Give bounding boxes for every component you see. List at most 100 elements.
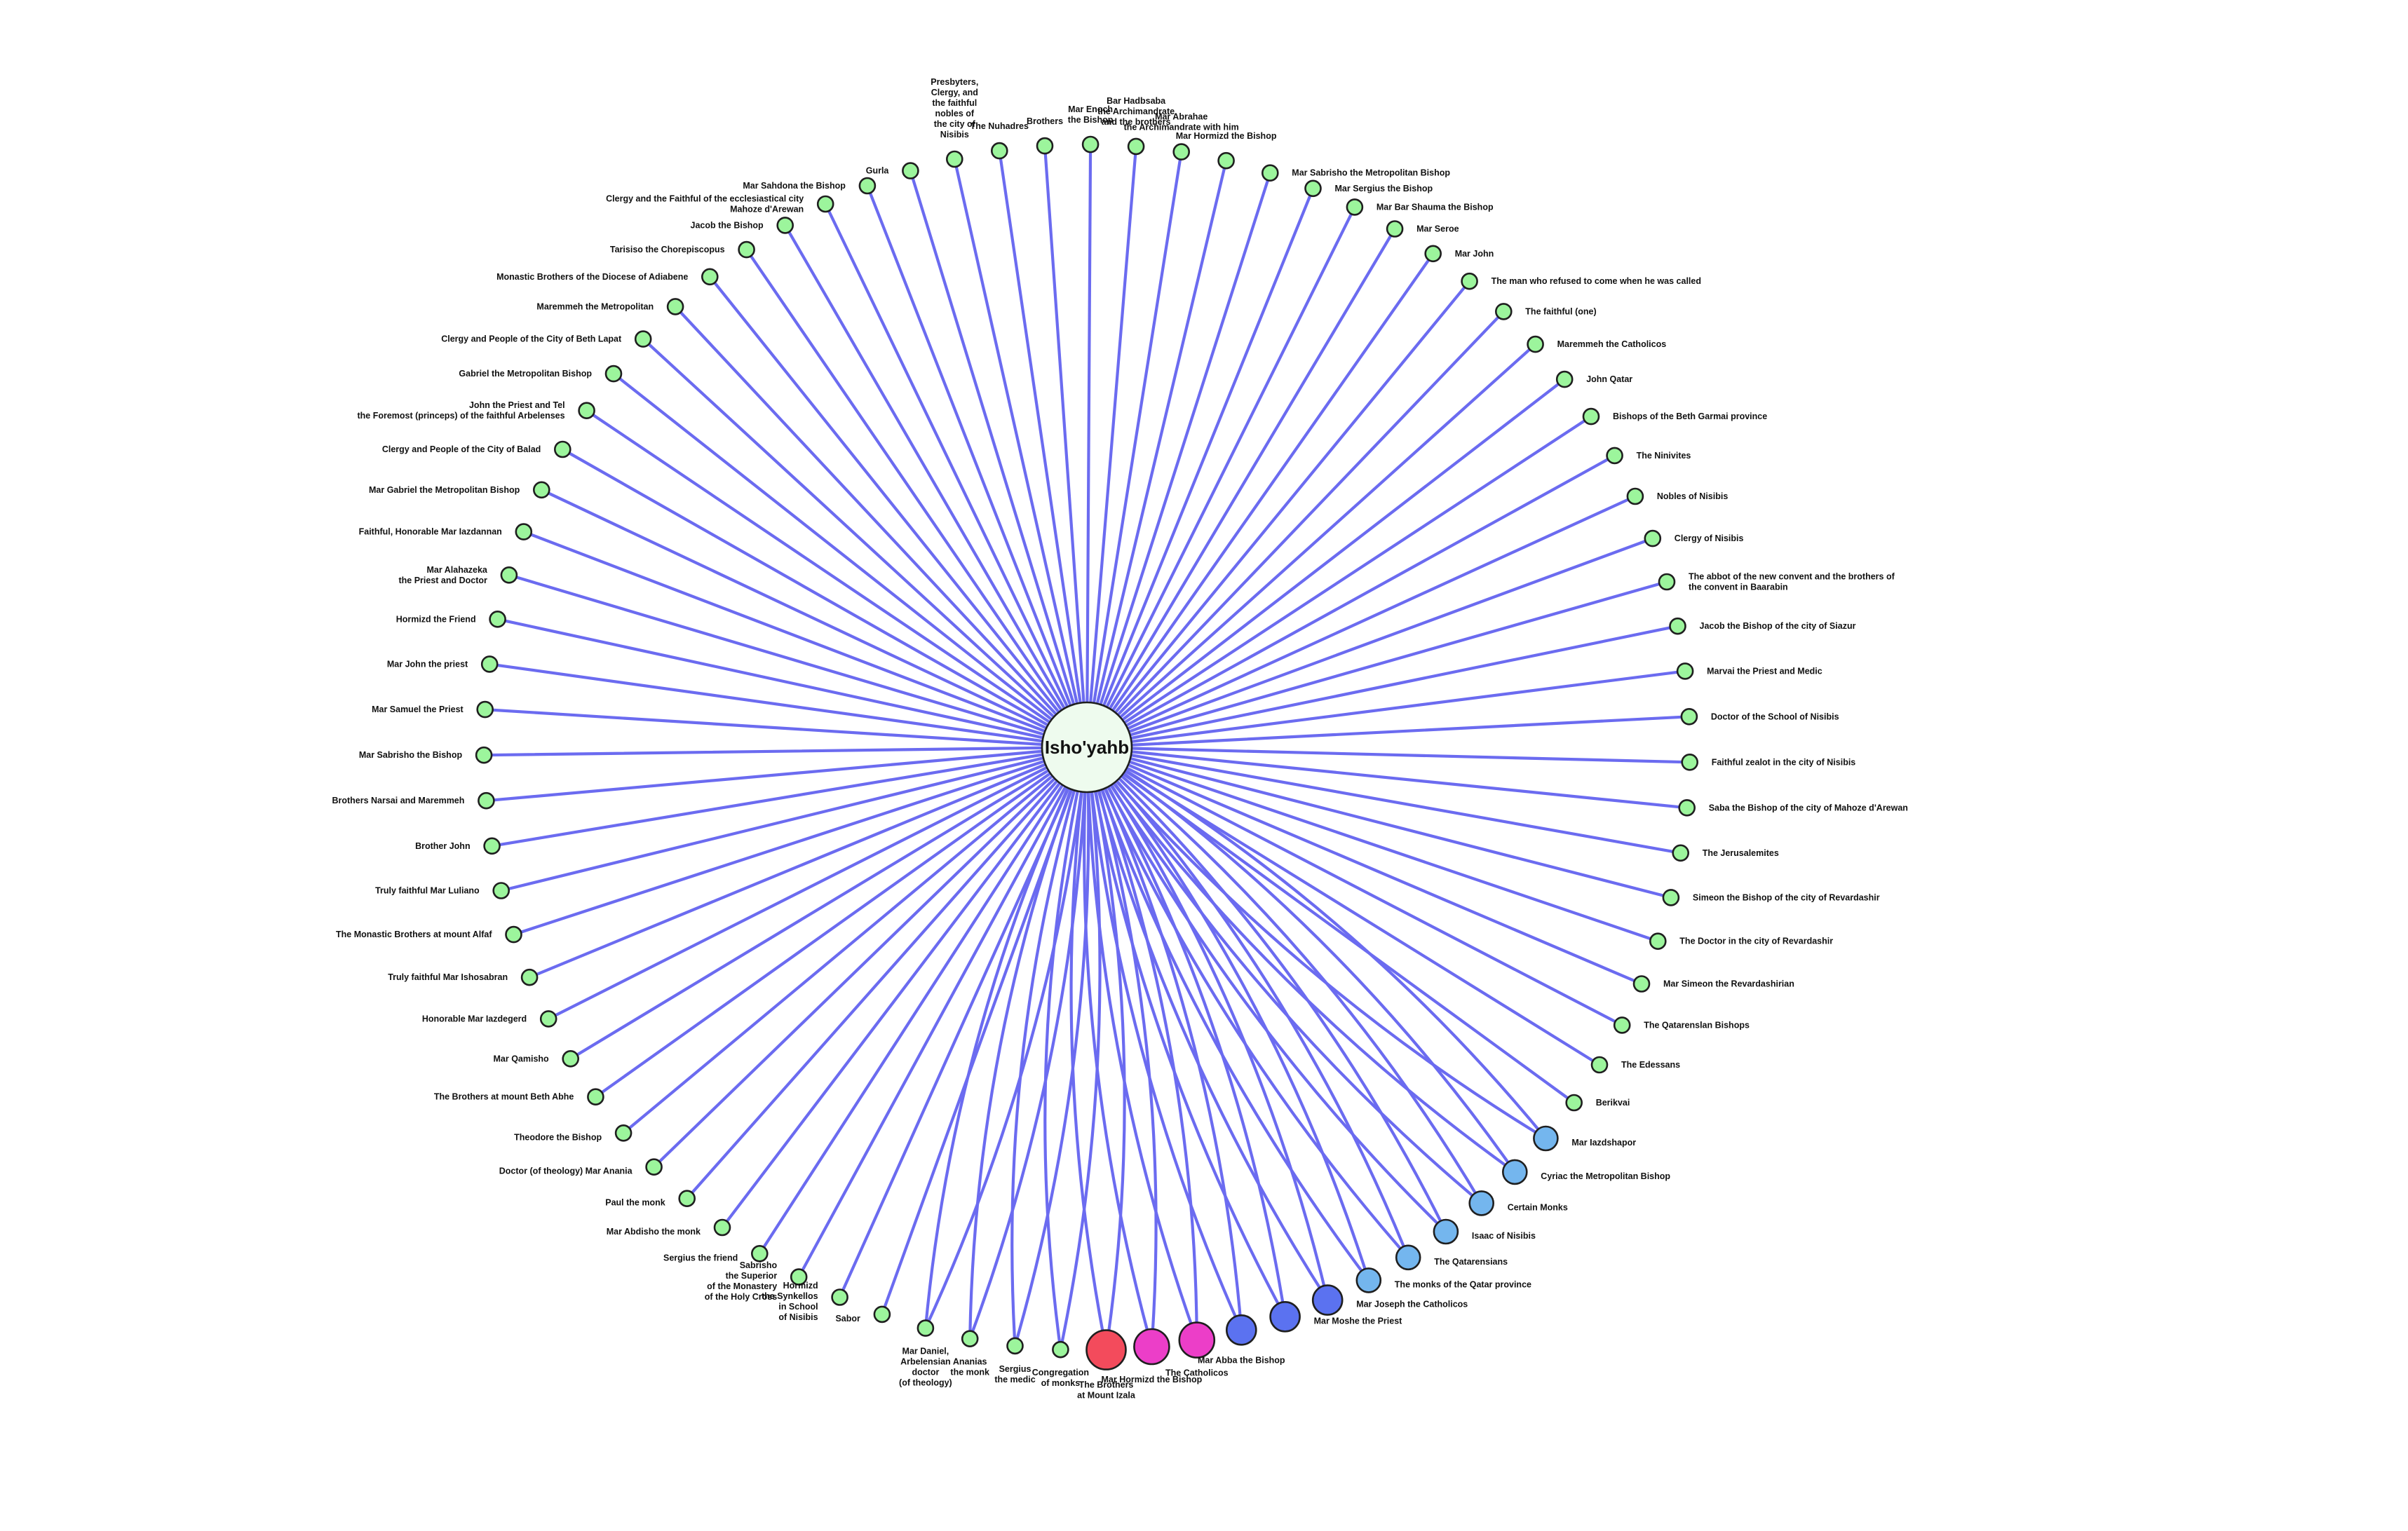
node-circle[interactable]: [1433, 1218, 1459, 1245]
node-circle[interactable]: [1658, 573, 1676, 591]
node-circle[interactable]: [1632, 975, 1651, 993]
node-circle[interactable]: [1226, 1314, 1257, 1346]
node-circle[interactable]: [1680, 707, 1698, 726]
node-circle[interactable]: [666, 298, 684, 315]
node-label: Truly faithful Mar Luliano: [375, 886, 480, 896]
node-circle[interactable]: [532, 481, 550, 499]
node-circle[interactable]: [1565, 1094, 1583, 1112]
node-circle[interactable]: [1386, 220, 1404, 238]
node-circle[interactable]: [946, 150, 963, 168]
node-circle[interactable]: [1533, 1125, 1559, 1152]
node-circle[interactable]: [515, 523, 533, 540]
node-circle[interactable]: [505, 925, 522, 944]
node-circle[interactable]: [873, 1305, 891, 1324]
node-circle[interactable]: [1346, 198, 1364, 216]
node-label-line: Mar Simeon the Revardashirian: [1663, 979, 1794, 989]
node-circle[interactable]: [1468, 1190, 1494, 1216]
node-circle[interactable]: [1678, 799, 1696, 817]
edge: [482, 745, 1089, 757]
node-circle[interactable]: [587, 1088, 604, 1105]
node-circle[interactable]: [1133, 1328, 1170, 1366]
node-circle[interactable]: [858, 177, 877, 195]
node-circle[interactable]: [476, 700, 494, 719]
node-circle[interactable]: [831, 1288, 848, 1306]
node-circle[interactable]: [614, 1124, 633, 1142]
node-circle[interactable]: [1606, 447, 1623, 465]
edge: [1085, 150, 1183, 749]
node-circle[interactable]: [1681, 754, 1698, 771]
node-circle[interactable]: [1304, 179, 1322, 198]
node-circle[interactable]: [1395, 1244, 1421, 1271]
node-circle[interactable]: [1590, 1056, 1609, 1074]
node-circle[interactable]: [1582, 407, 1600, 426]
node-circle[interactable]: [701, 268, 719, 286]
node-circle[interactable]: [1311, 1284, 1344, 1316]
edge: [512, 745, 1089, 937]
node-circle[interactable]: [1081, 135, 1100, 154]
node-circle[interactable]: [1676, 662, 1694, 680]
node-circle[interactable]: [1127, 137, 1145, 156]
node-circle[interactable]: [678, 1190, 696, 1207]
node-circle[interactable]: [480, 655, 499, 673]
node-circle[interactable]: [1217, 151, 1235, 170]
node-circle[interactable]: [1006, 1337, 1024, 1355]
node-circle[interactable]: [902, 162, 919, 179]
node-circle[interactable]: [1262, 164, 1279, 182]
node-circle[interactable]: [1649, 932, 1667, 950]
node-circle[interactable]: [1036, 137, 1054, 155]
node-circle[interactable]: [776, 217, 794, 234]
node-circle[interactable]: [634, 330, 652, 348]
node-circle[interactable]: [604, 365, 623, 383]
node-circle[interactable]: [1669, 617, 1686, 635]
node-circle[interactable]: [483, 837, 501, 855]
node-circle[interactable]: [1269, 1301, 1301, 1333]
node-label-line: Mar Sahdona the Bishop: [743, 181, 846, 191]
node-circle[interactable]: [916, 1319, 935, 1337]
edge: [1085, 227, 1397, 749]
node-circle[interactable]: [961, 1330, 979, 1347]
node-circle[interactable]: [1613, 1016, 1631, 1034]
node-circle[interactable]: [539, 1010, 557, 1028]
node-label-line: The abbot of the new convent and the bro…: [1689, 572, 1895, 582]
node-circle[interactable]: [790, 1268, 808, 1286]
node-circle[interactable]: [1052, 1340, 1069, 1359]
node-circle[interactable]: [816, 195, 834, 213]
node-circle[interactable]: [520, 968, 539, 986]
node-circle[interactable]: [578, 402, 595, 420]
node-circle[interactable]: [553, 440, 571, 458]
node-circle[interactable]: [489, 610, 506, 628]
node-circle[interactable]: [738, 240, 755, 259]
node-circle[interactable]: [1495, 303, 1513, 320]
center-node[interactable]: Isho'yahb: [1041, 701, 1133, 794]
node-circle[interactable]: [475, 746, 493, 764]
edge: [499, 745, 1089, 892]
edge: [1085, 745, 1689, 810]
node-circle[interactable]: [1424, 245, 1442, 263]
node-circle[interactable]: [1085, 1329, 1127, 1370]
center-node-circle[interactable]: [1041, 701, 1133, 794]
node-circle[interactable]: [1461, 272, 1478, 290]
node-circle[interactable]: [1178, 1321, 1216, 1359]
node-circle[interactable]: [1662, 889, 1680, 906]
node-circle[interactable]: [492, 882, 510, 899]
node-circle[interactable]: [478, 791, 495, 810]
node-label: Sergius the medic: [994, 1364, 1035, 1384]
node-circle[interactable]: [1527, 335, 1544, 353]
node-circle[interactable]: [1555, 370, 1574, 388]
node-circle[interactable]: [1672, 844, 1689, 862]
node-circle[interactable]: [751, 1245, 769, 1263]
node-circle[interactable]: [1355, 1267, 1382, 1293]
node-circle[interactable]: [991, 142, 1008, 160]
node-circle[interactable]: [500, 566, 518, 584]
node-circle[interactable]: [1502, 1159, 1528, 1185]
node-circle[interactable]: [1644, 529, 1662, 547]
node-circle[interactable]: [1626, 487, 1644, 505]
node-label: Mar Sergius the Bishop: [1335, 184, 1433, 193]
edge: [1085, 537, 1654, 749]
node-circle[interactable]: [645, 1158, 663, 1176]
node-circle[interactable]: [713, 1218, 731, 1237]
node-circle[interactable]: [1172, 143, 1190, 161]
edge: [522, 530, 1089, 749]
edge: [838, 745, 1089, 1299]
node-circle[interactable]: [562, 1050, 580, 1068]
